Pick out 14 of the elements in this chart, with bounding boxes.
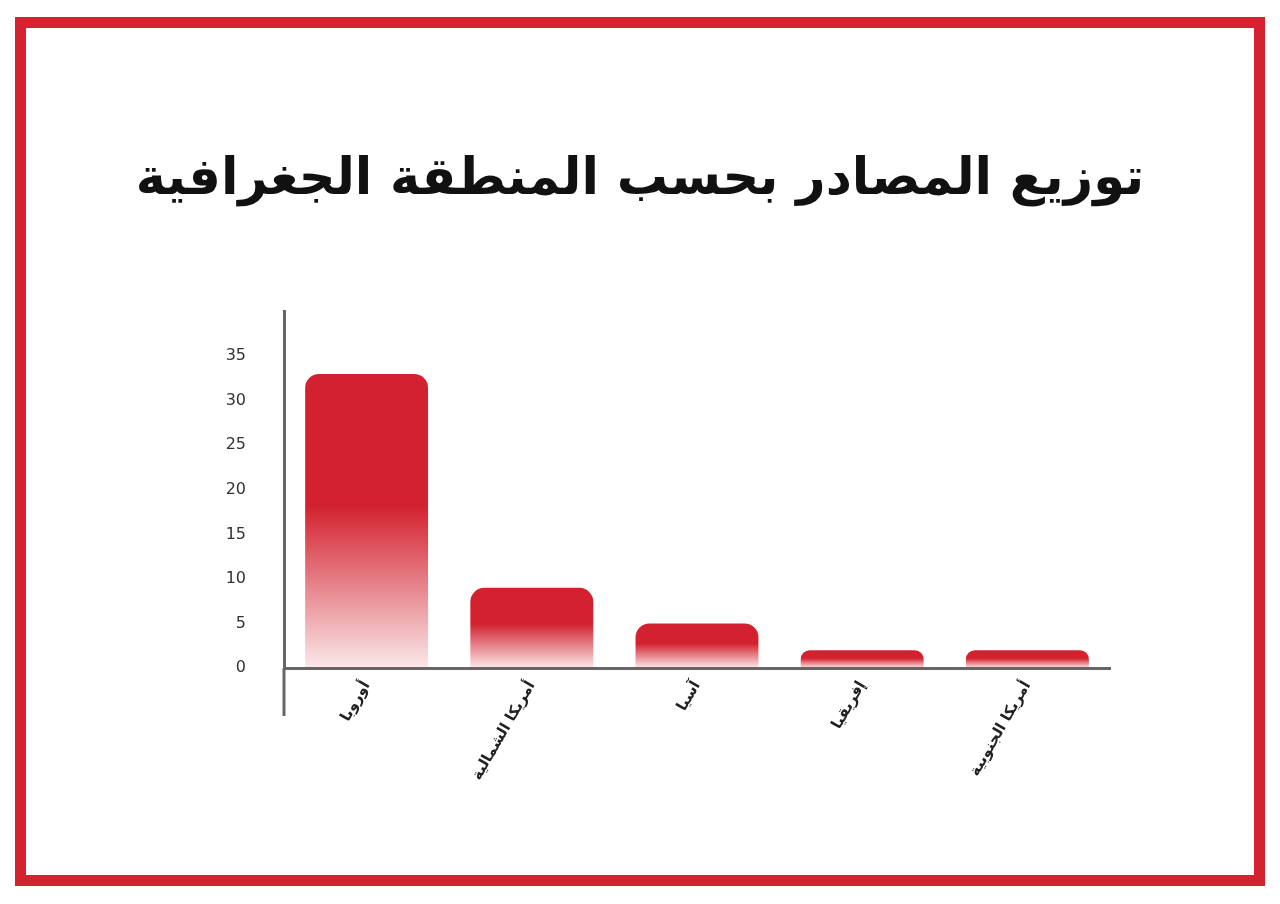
- chart-title: توزيع المصادر بحسب المنطقة الجغرافية: [134, 146, 1146, 209]
- y-tick-label: 35: [225, 345, 246, 365]
- x-tick-label: آسيا: [672, 676, 705, 714]
- x-tick-label: أمريكا الشمالية: [466, 676, 539, 783]
- y-tick-label: 25: [225, 434, 246, 454]
- y-tick-label: 15: [225, 523, 246, 543]
- y-tick-label: 20: [225, 478, 246, 498]
- y-tick-label: 5: [235, 612, 246, 632]
- x-tick-label: إفريقيا: [827, 677, 870, 732]
- x-tick-label: أمريكا الجنوبية: [964, 676, 1035, 779]
- x-tick-label: أوروبا: [335, 676, 374, 725]
- y-tick-label: 10: [225, 568, 246, 588]
- y-tick-label: 0: [235, 657, 246, 677]
- y-tick-label: 30: [225, 389, 246, 409]
